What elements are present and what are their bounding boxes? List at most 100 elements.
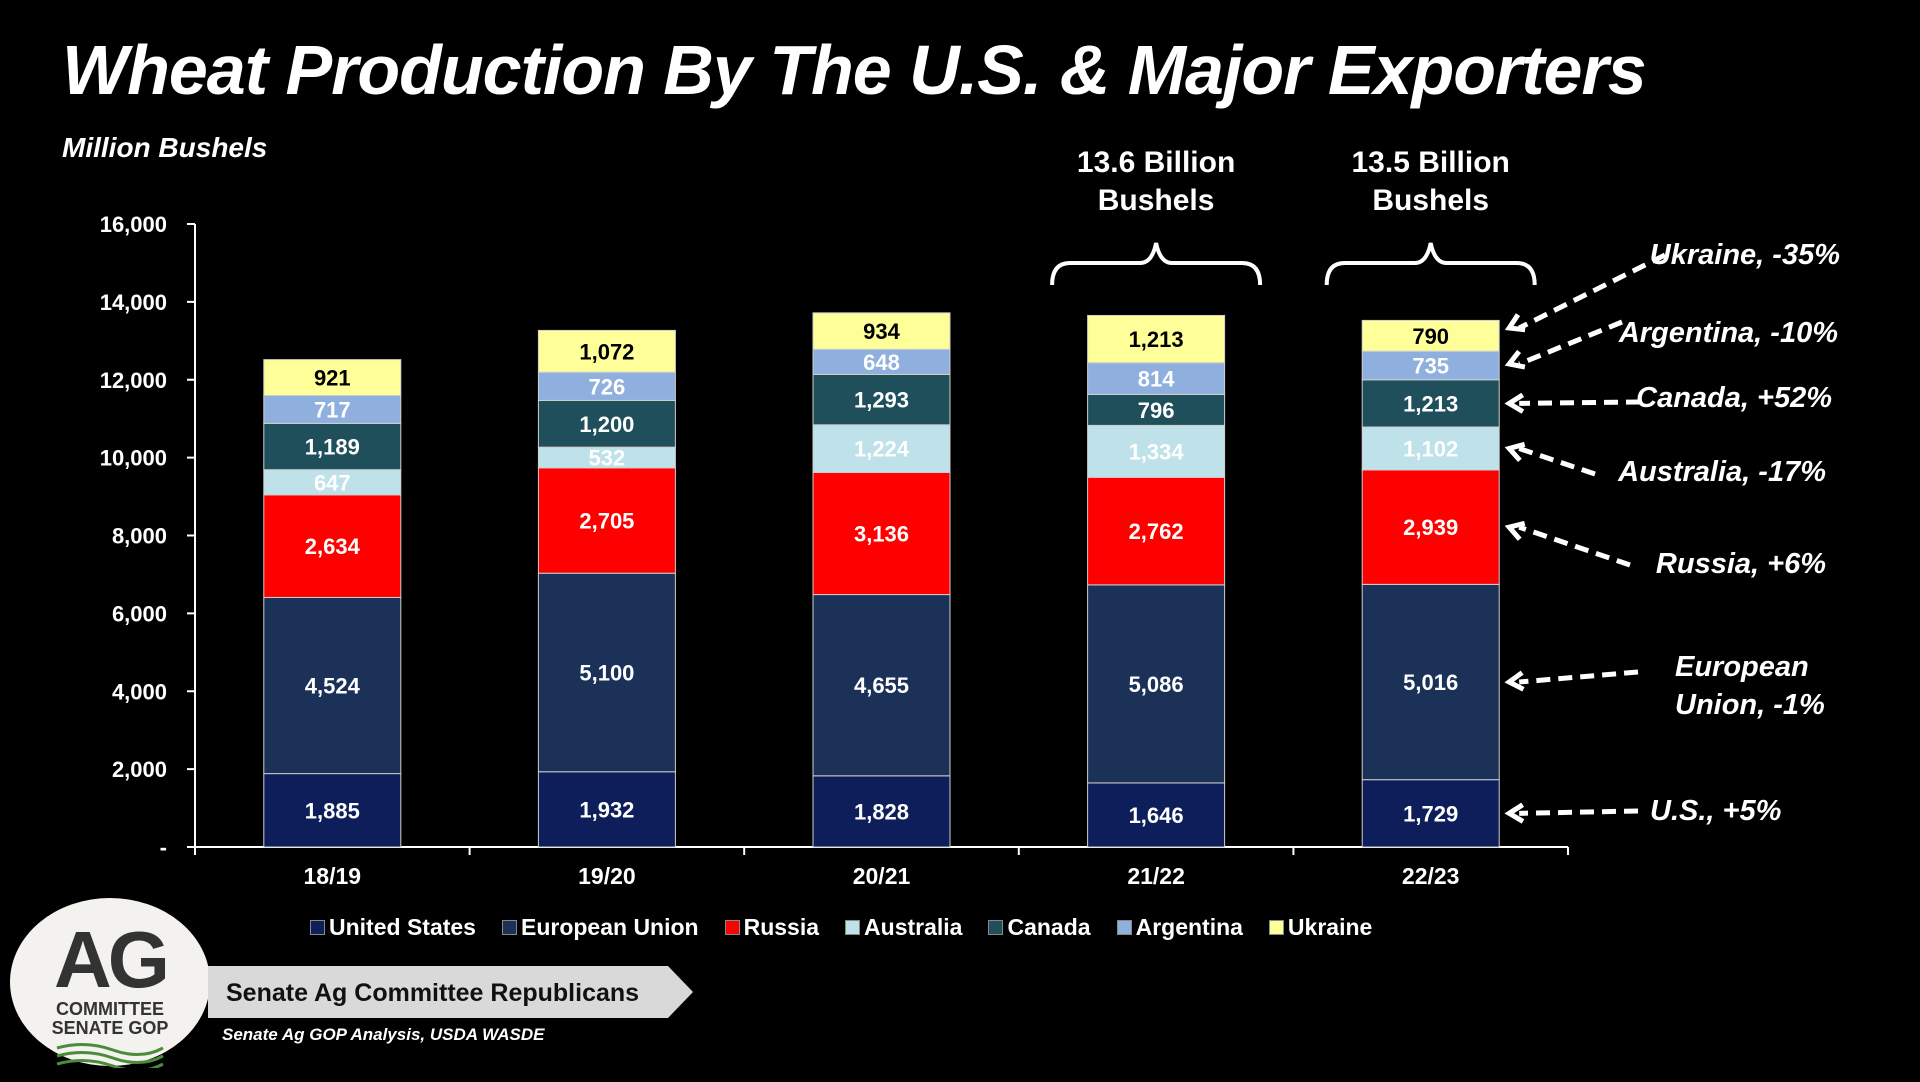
x-tick-label: 21/22 — [1127, 863, 1185, 889]
x-tick-label: 22/23 — [1402, 863, 1460, 889]
bar-segment — [812, 775, 951, 848]
bar-segment — [1087, 314, 1226, 364]
annotation-arrow-head — [1504, 802, 1525, 824]
change-annotation: Australia, -17% — [1617, 456, 1826, 488]
legend-item: Australia — [845, 914, 962, 941]
legend-item: Canada — [988, 914, 1091, 941]
bar-segment — [263, 469, 402, 496]
legend-swatch — [845, 920, 861, 935]
data-label: 1,189 — [305, 435, 360, 460]
total-annotation: 13.5 Billion — [1352, 146, 1510, 179]
data-label: 790 — [1412, 324, 1449, 349]
y-tick-label: 14,000 — [100, 290, 167, 315]
y-tick-label: 10,000 — [100, 446, 167, 471]
change-annotation: Argentina, -10% — [1618, 317, 1838, 349]
legend-swatch — [1268, 920, 1284, 935]
annotation-arrow-head — [1504, 349, 1526, 370]
logo-waves-icon — [56, 1042, 164, 1068]
x-tick-label: 20/21 — [853, 863, 911, 889]
annotation-arrow-line — [1519, 808, 1639, 816]
data-label: 4,524 — [305, 674, 361, 699]
bar-segment — [1361, 583, 1500, 781]
change-annotation: Ukraine, -35% — [1650, 239, 1840, 271]
bar-segment — [1087, 782, 1226, 848]
legend-label: Argentina — [1135, 914, 1243, 940]
data-label: 2,634 — [305, 534, 361, 559]
data-label: 1,334 — [1129, 439, 1185, 464]
y-tick-label: 2,000 — [112, 757, 167, 782]
annotation-arrow-head — [1504, 441, 1526, 463]
bar-segment — [537, 399, 676, 448]
data-label: 726 — [589, 374, 626, 399]
legend-swatch — [1116, 920, 1132, 935]
data-label: 717 — [314, 397, 351, 422]
bar-segment — [263, 394, 402, 424]
bar-segment — [812, 312, 951, 350]
bar-segment — [1087, 424, 1226, 478]
data-label: 735 — [1412, 353, 1449, 378]
legend-label: Ukraine — [1287, 914, 1373, 940]
data-label: 1,072 — [579, 339, 634, 364]
source-note: Senate Ag GOP Analysis, USDA WASDE — [222, 1025, 545, 1044]
logo-senate-gop-text: SENATE GOP — [51, 1017, 169, 1038]
bar-segment — [263, 422, 402, 471]
data-label: 3,136 — [854, 522, 909, 547]
banner-shape — [208, 966, 693, 1018]
data-label: 2,939 — [1403, 515, 1458, 540]
data-label: 532 — [589, 446, 626, 471]
data-label: 2,762 — [1129, 519, 1184, 544]
change-annotation: European — [1675, 651, 1809, 683]
chart-title: Wheat Production By The U.S. & Major Exp… — [62, 31, 1647, 109]
data-label: 648 — [863, 350, 900, 375]
bar-segment — [263, 494, 402, 598]
annotation-arrow-head — [1504, 670, 1525, 692]
data-label: 5,016 — [1403, 670, 1458, 695]
bar-segment — [1361, 426, 1500, 471]
y-tick-label: 8,000 — [112, 524, 167, 549]
y-tick-label: 6,000 — [112, 601, 167, 626]
total-annotation: Bushels — [1098, 184, 1215, 217]
change-annotation: Canada, +52% — [1636, 382, 1832, 414]
bar-segment — [537, 371, 676, 401]
bar-segment — [1361, 779, 1500, 848]
x-tick-label: 18/19 — [304, 863, 362, 889]
data-label: 796 — [1138, 398, 1175, 423]
data-label: 647 — [314, 470, 351, 495]
x-tick-label: 19/20 — [578, 863, 636, 889]
bar-segment — [537, 771, 676, 848]
data-label: 1,200 — [579, 412, 634, 437]
bar-segment — [263, 596, 402, 775]
legend-label: Canada — [1007, 914, 1091, 940]
data-label: 921 — [314, 366, 351, 391]
legend-item: European Union — [501, 914, 699, 941]
y-tick-label: 4,000 — [112, 679, 167, 704]
data-label: 1,293 — [854, 388, 909, 413]
legend-item: Russia — [724, 914, 820, 941]
bar-segment — [812, 594, 951, 777]
bar-segment — [812, 373, 951, 426]
annotation-arrow-line — [1518, 524, 1631, 568]
total-annotation: 13.6 Billion — [1077, 146, 1235, 179]
annotation-arrow-head — [1504, 392, 1525, 414]
bar-segment — [537, 572, 676, 773]
y-tick-label: 12,000 — [100, 368, 167, 393]
legend-label: Russia — [743, 914, 820, 940]
legend-swatch — [988, 920, 1004, 935]
data-label: 5,100 — [579, 660, 634, 685]
bar-segment — [1087, 584, 1226, 784]
data-label: 814 — [1138, 367, 1175, 392]
total-brace — [1050, 242, 1263, 286]
data-label: 1,213 — [1129, 327, 1184, 352]
total-annotation: Bushels — [1372, 184, 1489, 217]
bar-segment — [537, 467, 676, 574]
data-label: 1,213 — [1403, 391, 1458, 416]
data-label: 2,705 — [579, 509, 634, 534]
chart-legend: United States European Union Russia Austral… — [310, 914, 1372, 941]
bar-segment — [1087, 476, 1226, 586]
legend-swatch — [310, 920, 325, 935]
bar-segment — [1361, 379, 1500, 428]
bar-segment — [1361, 469, 1500, 585]
annotation-arrow-line — [1518, 252, 1667, 331]
data-label: 934 — [863, 319, 900, 344]
annotation-arrow-line — [1518, 446, 1596, 477]
